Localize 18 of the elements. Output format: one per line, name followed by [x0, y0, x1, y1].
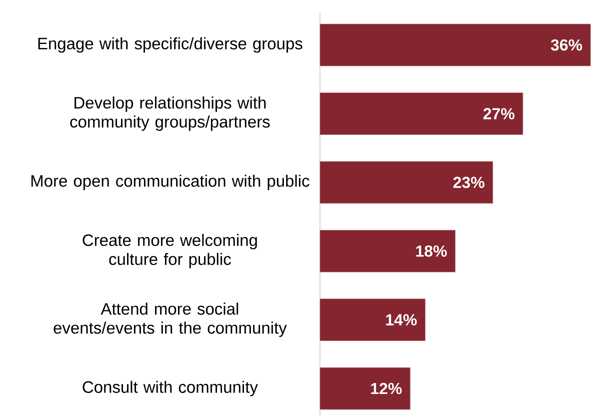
bar — [320, 298, 426, 341]
bar — [320, 92, 524, 135]
bar — [320, 24, 591, 66]
y-tick-label: Engage with specific/diverse groups — [38, 37, 302, 53]
bar — [320, 367, 410, 410]
y-tick-label: Create more welcoming culture for public — [82, 234, 257, 268]
data-label: 27% — [483, 108, 514, 120]
y-tick-label: More open communication with public — [31, 174, 310, 190]
data-label: 12% — [371, 382, 402, 394]
y-tick-label: Develop relationships with community groups/partners — [70, 96, 270, 131]
data-label: 23% — [453, 176, 484, 188]
bar — [320, 230, 456, 272]
bar — [320, 161, 494, 204]
data-label: 14% — [386, 314, 417, 326]
data-label: 36% — [550, 39, 582, 51]
y-tick-label: Attend more social events/events in the community — [54, 302, 287, 337]
y-tick-label: Consult with community — [82, 380, 258, 396]
data-label: 18% — [416, 245, 447, 257]
